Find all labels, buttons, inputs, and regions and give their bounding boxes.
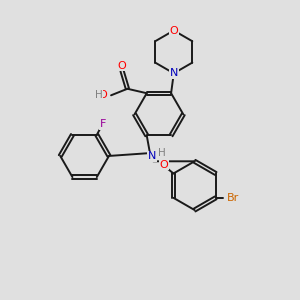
Text: N: N [148, 151, 156, 161]
Text: O: O [169, 26, 178, 35]
Text: O: O [118, 61, 126, 70]
Text: O: O [99, 90, 107, 100]
Text: Br: Br [226, 193, 239, 203]
Text: F: F [100, 119, 106, 129]
Text: O: O [160, 160, 168, 170]
Text: H: H [158, 148, 166, 158]
Text: N: N [169, 68, 178, 78]
Text: H: H [95, 90, 103, 100]
